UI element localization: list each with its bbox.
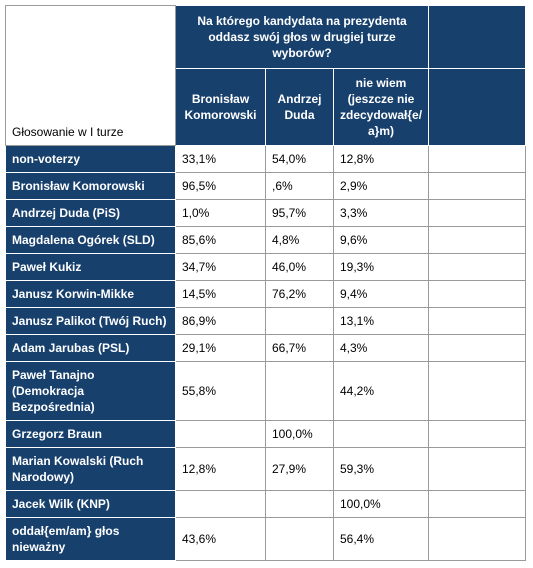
- row-label: Paweł Kukiz: [5, 253, 176, 281]
- value-cell: 59,3%: [332, 447, 430, 491]
- value-cell: 1,0%: [175, 199, 266, 227]
- data-row: Marian Kowalski (Ruch Narodowy) 12,8% 27,9…: [5, 447, 527, 491]
- empty-cell: [428, 307, 527, 335]
- value-cell: 19,3%: [332, 253, 430, 281]
- value-cell: 33,1%: [175, 145, 266, 173]
- value-cell: 9,4%: [332, 280, 430, 308]
- column-header: Andrzej Duda: [265, 68, 334, 146]
- value-cell: 96,5%: [175, 172, 266, 200]
- value-cell: 46,0%: [265, 253, 334, 281]
- value-cell: 14,5%: [175, 280, 266, 308]
- corner-cell: Głosowanie w I turze: [5, 5, 176, 146]
- row-label: Paweł Tanajno (Demokracja Bezpośrednia): [5, 361, 176, 421]
- empty-cell: [428, 361, 527, 421]
- value-cell: 34,7%: [175, 253, 266, 281]
- data-row: Grzegorz Braun 100,0%: [5, 420, 527, 448]
- empty-cell: [428, 226, 527, 254]
- data-row: Janusz Palikot (Twój Ruch) 86,9% 13,1%: [5, 307, 527, 335]
- value-cell: [265, 361, 334, 421]
- value-cell: 29,1%: [175, 334, 266, 362]
- value-cell: [332, 420, 430, 448]
- value-cell: [265, 307, 334, 335]
- value-cell: 100,0%: [265, 420, 334, 448]
- empty-cell: [428, 490, 527, 518]
- data-row: Adam Jarubas (PSL) 29,1% 66,7% 4,3%: [5, 334, 527, 362]
- value-cell: 3,3%: [332, 199, 430, 227]
- empty-cell: [428, 420, 527, 448]
- data-row: oddał{em/am} głos nieważny 43,6% 56,4%: [5, 517, 527, 561]
- empty-cell: [428, 199, 527, 227]
- empty-cell: [428, 447, 527, 491]
- empty-cell: [428, 517, 527, 561]
- empty-cell: [428, 253, 527, 281]
- value-cell: [265, 517, 334, 561]
- row-label: Jacek Wilk (KNP): [5, 490, 176, 518]
- value-cell: 55,8%: [175, 361, 266, 421]
- value-cell: 12,8%: [175, 447, 266, 491]
- data-row: Janusz Korwin-Mikke 14,5% 76,2% 9,4%: [5, 280, 527, 308]
- row-label: oddał{em/am} głos nieważny: [5, 517, 176, 561]
- data-row: Paweł Tanajno (Demokracja Bezpośrednia) 5…: [5, 361, 527, 421]
- row-label: Marian Kowalski (Ruch Narodowy): [5, 447, 176, 491]
- empty-cell: [428, 172, 527, 200]
- value-cell: 2,9%: [332, 172, 430, 200]
- empty-cell: [428, 145, 527, 173]
- data-row: Bronisław Komorowski 96,5% ,6% 2,9%: [5, 172, 527, 200]
- data-row: Paweł Kukiz 34,7% 46,0% 19,3%: [5, 253, 527, 281]
- row-label: Grzegorz Braun: [5, 420, 176, 448]
- row-label: Magdalena Ogórek (SLD): [5, 226, 176, 254]
- header-row: Bronisław Komorowski Andrzej Duda nie wi…: [6, 68, 527, 146]
- value-cell: 76,2%: [265, 280, 334, 308]
- value-cell: 9,6%: [332, 226, 430, 254]
- results-table: Głosowanie w I turze Na którego kandydat…: [5, 5, 527, 561]
- row-label: Andrzej Duda (PiS): [5, 199, 176, 227]
- value-cell: 12,8%: [332, 145, 430, 173]
- value-cell: 4,3%: [332, 334, 430, 362]
- value-cell: 100,0%: [332, 490, 430, 518]
- value-cell: 54,0%: [265, 145, 334, 173]
- row-label: Janusz Korwin-Mikke: [5, 280, 176, 308]
- row-label: Bronisław Komorowski: [5, 172, 176, 200]
- value-cell: 95,7%: [265, 199, 334, 227]
- value-cell: [265, 490, 334, 518]
- data-row: Jacek Wilk (KNP) 100,0%: [5, 490, 527, 518]
- value-cell: 66,7%: [265, 334, 334, 362]
- empty-cell: [428, 280, 527, 308]
- value-cell: [175, 490, 266, 518]
- value-cell: 43,6%: [175, 517, 266, 561]
- row-label: Janusz Palikot (Twój Ruch): [5, 307, 176, 335]
- data-row: Magdalena Ogórek (SLD) 85,6% 4,8% 9,6%: [5, 226, 527, 254]
- data-row: Andrzej Duda (PiS) 1,0% 95,7% 3,3%: [5, 199, 527, 227]
- value-cell: 56,4%: [332, 517, 430, 561]
- header-row: Głosowanie w I turze Na którego kandydat…: [5, 5, 527, 146]
- value-cell: 13,1%: [332, 307, 430, 335]
- value-cell: 27,9%: [265, 447, 334, 491]
- question-cell: Na którego kandydata na prezydenta oddas…: [174, 5, 430, 69]
- table-body: Głosowanie w I turze Na którego kandydat…: [5, 5, 527, 561]
- value-cell: [175, 420, 266, 448]
- data-row: non-voterzy 33,1% 54,0% 12,8%: [5, 145, 527, 173]
- row-label: Adam Jarubas (PSL): [5, 334, 176, 362]
- value-cell: 85,6%: [175, 226, 266, 254]
- value-cell: 44,2%: [332, 361, 430, 421]
- column-header: Bronisław Komorowski: [175, 68, 266, 146]
- value-cell: 86,9%: [175, 307, 266, 335]
- column-header: nie wiem (jeszcze nie zdecydował{e/ a}m): [332, 68, 430, 146]
- empty-header: [428, 68, 527, 146]
- value-cell: 4,8%: [265, 226, 334, 254]
- empty-cell: [428, 334, 527, 362]
- row-label: non-voterzy: [5, 145, 176, 173]
- value-cell: ,6%: [265, 172, 334, 200]
- empty-header: [428, 5, 527, 69]
